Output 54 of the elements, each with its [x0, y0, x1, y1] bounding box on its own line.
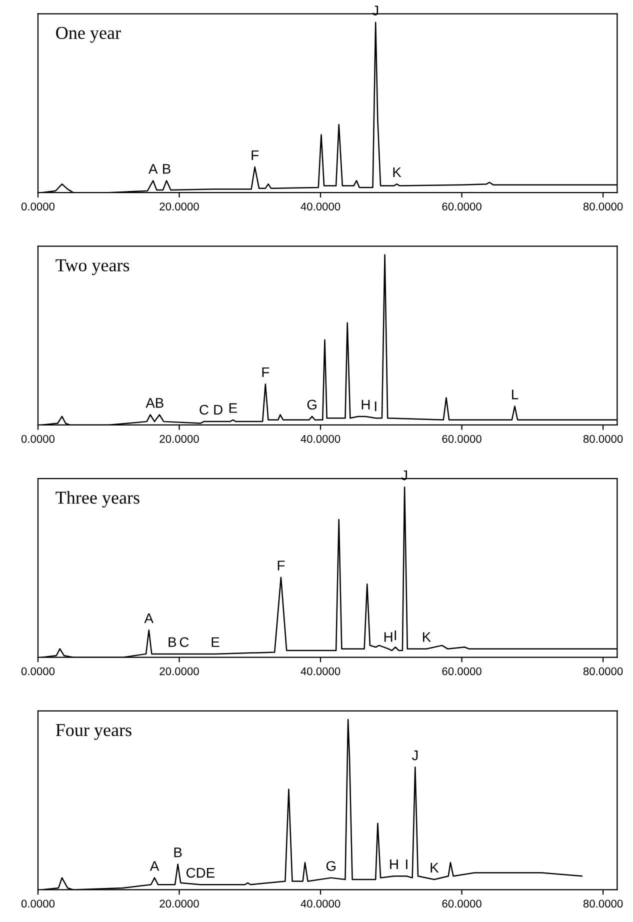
annotation: G [326, 861, 336, 871]
annotation: G [307, 400, 316, 410]
x-tick-label: 60.0000 [442, 900, 482, 908]
x-tick-label: 40.0000 [300, 667, 340, 676]
annotation: H [390, 860, 398, 870]
x-tick-label: 80.0000 [583, 667, 623, 676]
annotation: H [362, 400, 370, 410]
annotation: A [150, 861, 160, 871]
annotation: I [406, 860, 408, 870]
x-tick-label: 0.0000 [21, 667, 55, 676]
annotation: J [412, 750, 418, 760]
x-tick-label: 60.0000 [442, 667, 482, 676]
annotation: B [174, 848, 182, 858]
x-tick-label: 80.0000 [583, 900, 623, 908]
x-tick-label: 80.0000 [583, 202, 623, 210]
annotation: E [212, 637, 220, 647]
annotation: D [214, 404, 222, 415]
annotation: L [512, 390, 518, 400]
annotation: K [430, 862, 439, 872]
annotation: E [229, 403, 237, 413]
annotation: K [393, 167, 402, 178]
x-tick-label: 80.0000 [583, 434, 623, 443]
annotation: B [156, 398, 164, 408]
annotation: A [146, 398, 155, 408]
annotation: B [168, 637, 176, 647]
x-tick-label: 40.0000 [300, 900, 340, 908]
x-tick-label: 0.0000 [21, 434, 55, 443]
annotation: C [200, 404, 208, 415]
x-tick-label: 60.0000 [442, 434, 482, 443]
annotation: A [148, 164, 158, 174]
annotation: F [252, 150, 259, 160]
chart-title: Four years [56, 724, 132, 740]
annotation: I [394, 630, 396, 640]
chart-title: One year [56, 26, 121, 43]
annotation: C [180, 637, 189, 648]
x-tick-label: 0.0000 [21, 900, 55, 908]
x-tick-label: 60.0000 [442, 202, 482, 210]
x-tick-label: 40.0000 [300, 434, 340, 443]
annotation: F [278, 560, 285, 570]
x-tick-label: 20.0000 [160, 202, 199, 210]
x-tick-label: 0.0000 [21, 202, 55, 210]
annotation: I [374, 402, 376, 412]
x-tick-label: 20.0000 [160, 434, 199, 443]
chart-title: Two years [56, 259, 130, 276]
annotation: K [422, 632, 431, 642]
chart-title: Three years [56, 491, 140, 508]
annotation: H [384, 632, 392, 642]
annotation: F [262, 368, 270, 378]
annotation: B [163, 164, 170, 174]
annotation: CDE [186, 868, 214, 878]
x-tick-label: 40.0000 [300, 202, 340, 210]
annotation: A [144, 614, 154, 624]
x-tick-label: 20.0000 [160, 667, 199, 676]
x-tick-label: 20.0000 [160, 900, 199, 908]
